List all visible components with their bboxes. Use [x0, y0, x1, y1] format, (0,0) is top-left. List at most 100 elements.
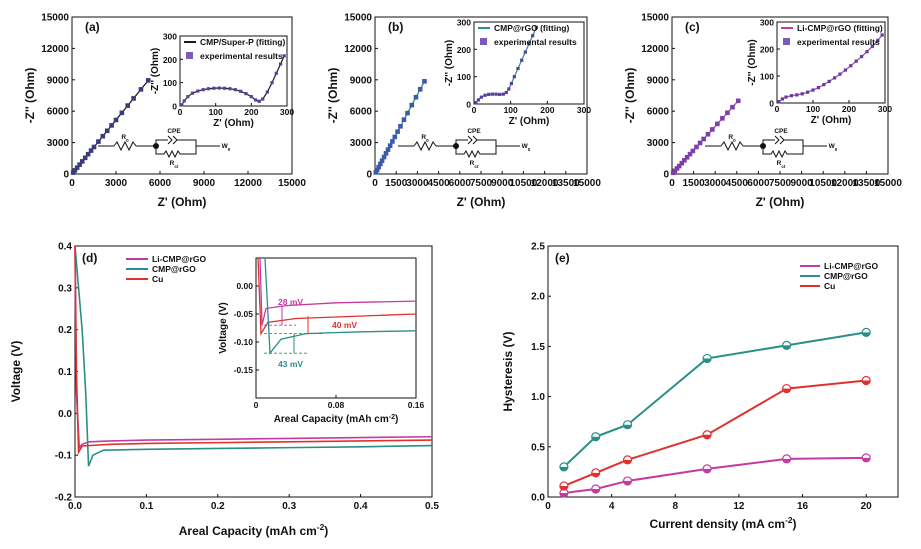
panel-c-data-point [676, 163, 682, 169]
panel-a-label: (a) [85, 20, 100, 34]
circuit-w0-label: W0 [829, 143, 838, 152]
panel-e-ylabel: Hysteresis (V) [501, 331, 515, 411]
panel-e-point-CMP@rGO-fill [862, 332, 871, 337]
panel-d-series-CMP@rGO [74, 245, 433, 467]
panel-b-data-point [417, 86, 423, 92]
panel-c-inset-point [843, 68, 847, 72]
panel-d-y-tick-label: 0.4 [58, 242, 72, 253]
panel-d-annotation-40: 40 mV [332, 320, 357, 330]
panel-c-inset-point [854, 59, 858, 63]
panel-a-y-tick-label: 6000 [47, 107, 70, 118]
panel-a-x-tick-label: 6000 [149, 178, 172, 189]
panel-a-inset-point [257, 99, 261, 103]
panel-c-data-point [674, 166, 680, 171]
panel-c-inset-x-tick-label: 100 [806, 104, 820, 114]
panel-e-point-CMP@rGO-fill [782, 345, 791, 350]
panel-d-inset-y-tick-label: -0.05 [234, 309, 254, 319]
panel-a-inset-x-tick-label: 300 [280, 107, 294, 117]
panel-d-x-tick-label: 0.1 [139, 501, 153, 512]
panel-b-x-tick-label: 0 [372, 178, 378, 189]
panel-c: 0 1500 3000 4500 6000 7500 9000105001200013500… [623, 13, 902, 210]
panel-a-inset-point [233, 88, 237, 92]
panel-c-inset-point [780, 97, 784, 101]
panel-c-inset-point [833, 76, 837, 80]
panel-c-x-tick-label: 13500 [852, 178, 880, 189]
panel-b-data-point [383, 151, 389, 156]
panel-e-y-tick-label: 1.0 [531, 392, 545, 403]
panel-a-data-point [125, 103, 131, 108]
panel-b-data-point [373, 170, 379, 175]
panel-b-x-tick-label: 10500 [509, 178, 537, 189]
panel-b-inset-point [487, 92, 491, 97]
panel-b-data-point [405, 110, 410, 116]
circuit-wire [762, 139, 775, 146]
panel-b-inset-x-tick-label: 200 [540, 105, 554, 115]
circuit-rct-label: Rct [470, 160, 479, 169]
panel-c-inset-point [870, 44, 874, 48]
panel-c-x-tick-label: 3000 [704, 178, 727, 189]
panel-e-point-Cu-fill [591, 472, 600, 477]
panel-c-inset-point [865, 50, 869, 54]
panel-b-data-point [387, 143, 393, 148]
panel-b-y-tick-label: 12000 [344, 44, 372, 55]
panel-b-inset-point [498, 92, 502, 97]
resistor-r0 [720, 140, 744, 152]
panel-e-point-Li-CMP@rGO-fill [862, 457, 871, 462]
panel-e-point-Cu-fill [623, 459, 632, 464]
panel-c-data-point [690, 148, 696, 154]
panel-b-y-tick-label: 3000 [350, 138, 373, 149]
panel-a-y-tick-label: 12000 [41, 44, 69, 55]
panel-d-annotation-43: 43 mV [278, 359, 303, 369]
panel-e-y-tick-label: 2.0 [531, 292, 545, 303]
panel-a-inset-point [265, 90, 269, 94]
panel-a-inset-point [274, 71, 278, 75]
panel-c-inset-point [800, 92, 804, 96]
panel-c-x-tick-label: 12000 [831, 178, 859, 189]
panel-d-x-tick-label: 0.4 [354, 501, 368, 512]
panel-c-data-point [672, 168, 678, 174]
panel-a-inset-point [222, 86, 227, 90]
panel-a-inset-point [261, 97, 265, 101]
panel-e-x-tick-label: 12 [733, 501, 745, 512]
panel-a-inset-point [270, 81, 274, 85]
panel-d-inset-x-tick-label: 0 [254, 400, 259, 410]
panel-d: 0.0 0.1 0.2 0.3 0.4 0.5 -0.2 -0.1 0.0 0.1 0.2 0.3 0.… [9, 242, 439, 539]
panel-d-y-tick-label: 0.3 [58, 283, 72, 294]
panel-c-data-point [701, 136, 706, 142]
resistor-r0 [413, 140, 437, 152]
panel-d-annotation-28: 28 mV [278, 297, 303, 307]
panel-e-series-Cu [563, 379, 867, 487]
circuit-wire [455, 139, 468, 146]
panel-a-inset-x-tick-label: 100 [209, 107, 223, 117]
panel-a-data-point [74, 165, 80, 170]
panel-b-legend-exp: experimental results [494, 37, 577, 47]
panel-b-y-tick-label: 6000 [350, 107, 373, 118]
panel-c-legend-fit: Li-CMP@rGO (fitting) [797, 23, 883, 33]
panel-c-inset-point [811, 88, 815, 92]
panel-b-ylabel: -Z'' (Ohm) [326, 68, 340, 124]
panel-b-inset-point [527, 42, 531, 46]
panel-c-data-point [720, 116, 725, 121]
panel-b-data-point [409, 102, 415, 108]
cpe-element [167, 135, 178, 145]
panel-a-inset-point [186, 95, 190, 99]
panel-b-inset-ylabel: -Z'' (Ohm) [444, 40, 455, 86]
panel-b-y-tick-label: 0 [366, 170, 372, 181]
panel-b-inset-point [476, 98, 480, 102]
circuit-r0-label: R0 [421, 134, 429, 143]
circuit-wire [177, 139, 197, 146]
panel-a-data-point [79, 159, 85, 164]
panel-d-legend-label: Li-CMP@rGO [152, 254, 206, 264]
panel-d-x-tick-label: 0.3 [282, 501, 296, 512]
panel-c-data-point [679, 160, 685, 166]
panel-b-x-tick-label: 3000 [406, 178, 429, 189]
panel-e-point-Li-CMP@rGO-fill [623, 480, 632, 485]
panel-e-y-tick-label: 0.0 [531, 493, 545, 504]
panel-e-x-tick-label: 4 [609, 501, 615, 512]
panel-d-y-tick-label: -0.1 [55, 451, 73, 462]
panel-c-x-tick-label: 9000 [790, 178, 813, 189]
panel-a-inset-point [201, 88, 205, 92]
panel-e-point-CMP@rGO-fill [623, 424, 632, 429]
panel-c-inset-y-tick-label: 200 [760, 45, 774, 55]
circuit-r0-label: R0 [728, 134, 736, 143]
